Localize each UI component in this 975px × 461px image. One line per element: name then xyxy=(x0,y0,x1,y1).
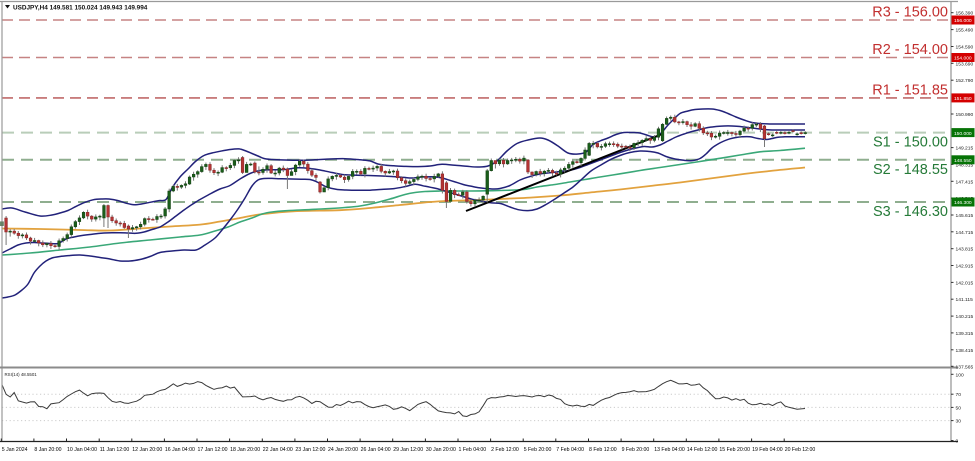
svg-text:18 Jan 20:00: 18 Jan 20:00 xyxy=(230,447,260,453)
svg-text:139.315: 139.315 xyxy=(956,331,974,337)
svg-text:S2 - 148.55: S2 - 148.55 xyxy=(873,162,948,178)
svg-text:147.415: 147.415 xyxy=(956,179,974,185)
svg-text:17 Jan 12:00: 17 Jan 12:00 xyxy=(198,447,228,453)
svg-text:150.000: 150.000 xyxy=(954,131,972,137)
svg-text:R1 - 151.85: R1 - 151.85 xyxy=(872,82,948,98)
svg-text:138.415: 138.415 xyxy=(956,348,974,354)
svg-text:100: 100 xyxy=(956,372,964,378)
svg-text:148.550: 148.550 xyxy=(954,158,972,164)
svg-text:153.690: 153.690 xyxy=(956,61,974,67)
svg-text:11 Jan 12:00: 11 Jan 12:00 xyxy=(100,447,130,453)
svg-text:12 Jan 20:00: 12 Jan 20:00 xyxy=(132,447,162,453)
svg-text:29 Jan 12:00: 29 Jan 12:00 xyxy=(393,447,423,453)
svg-text:8 Jan 20:00: 8 Jan 20:00 xyxy=(34,447,61,453)
svg-text:R3 - 156.00: R3 - 156.00 xyxy=(872,5,948,21)
svg-text:150.990: 150.990 xyxy=(956,112,974,118)
svg-text:70: 70 xyxy=(956,392,962,398)
svg-text:154.000: 154.000 xyxy=(954,56,972,62)
svg-text:137.565: 137.565 xyxy=(956,364,974,370)
svg-text:5 Jan 2024: 5 Jan 2024 xyxy=(2,447,28,453)
svg-text:S3 - 146.30: S3 - 146.30 xyxy=(873,204,948,220)
svg-text:19 Feb 04:00: 19 Feb 04:00 xyxy=(752,447,783,453)
svg-text:26 Jan 04:00: 26 Jan 04:00 xyxy=(361,447,391,453)
svg-text:5 Feb 20:00: 5 Feb 20:00 xyxy=(524,447,552,453)
svg-text:24 Jan 20:00: 24 Jan 20:00 xyxy=(328,447,358,453)
svg-text:141.115: 141.115 xyxy=(956,297,974,303)
svg-text:10 Jan 04:00: 10 Jan 04:00 xyxy=(67,447,97,453)
svg-text:30 Jan 20:00: 30 Jan 20:00 xyxy=(426,447,456,453)
svg-text:30: 30 xyxy=(956,419,962,425)
svg-text:144.715: 144.715 xyxy=(956,230,974,236)
svg-text:152.790: 152.790 xyxy=(956,78,974,84)
svg-text:23 Jan 12:00: 23 Jan 12:00 xyxy=(295,447,325,453)
svg-text:140.215: 140.215 xyxy=(956,314,974,320)
svg-text:22 Jan 04:00: 22 Jan 04:00 xyxy=(263,447,293,453)
svg-text:R2 - 154.00: R2 - 154.00 xyxy=(872,42,948,58)
svg-text:7 Feb 04:00: 7 Feb 04:00 xyxy=(556,447,584,453)
svg-text:142.015: 142.015 xyxy=(956,280,974,286)
svg-text:1 Feb 04:00: 1 Feb 04:00 xyxy=(459,447,487,453)
svg-text:149.215: 149.215 xyxy=(956,146,974,152)
svg-text:0: 0 xyxy=(956,439,959,445)
svg-text:20 Feb 12:00: 20 Feb 12:00 xyxy=(785,447,816,453)
svg-text:9 Feb 20:00: 9 Feb 20:00 xyxy=(622,447,650,453)
svg-text:154.590: 154.590 xyxy=(956,45,974,51)
svg-text:USDJPY,H4 149.581 150.024 149: USDJPY,H4 149.581 150.024 149.943 149.99… xyxy=(13,5,148,12)
svg-text:8 Feb 12:00: 8 Feb 12:00 xyxy=(589,447,617,453)
svg-text:13 Feb 04:00: 13 Feb 04:00 xyxy=(654,447,685,453)
svg-text:15 Feb 20:00: 15 Feb 20:00 xyxy=(719,447,750,453)
svg-text:145.615: 145.615 xyxy=(956,213,974,219)
svg-text:RSI(14) 48.5501: RSI(14) 48.5501 xyxy=(5,372,38,377)
svg-text:156.390: 156.390 xyxy=(956,11,974,17)
svg-text:14 Feb 12:00: 14 Feb 12:00 xyxy=(687,447,718,453)
svg-text:146.300: 146.300 xyxy=(954,200,972,206)
svg-text:151.850: 151.850 xyxy=(954,96,972,102)
svg-text:143.815: 143.815 xyxy=(956,247,974,253)
svg-text:S1 - 150.00: S1 - 150.00 xyxy=(873,135,948,151)
svg-text:156.000: 156.000 xyxy=(954,18,972,24)
svg-text:148.315: 148.315 xyxy=(956,162,974,168)
svg-text:2 Feb 12:00: 2 Feb 12:00 xyxy=(491,447,519,453)
svg-text:50: 50 xyxy=(956,405,962,411)
svg-text:155.490: 155.490 xyxy=(956,28,974,34)
svg-text:142.915: 142.915 xyxy=(956,264,974,270)
svg-text:16 Jan 04:00: 16 Jan 04:00 xyxy=(165,447,195,453)
